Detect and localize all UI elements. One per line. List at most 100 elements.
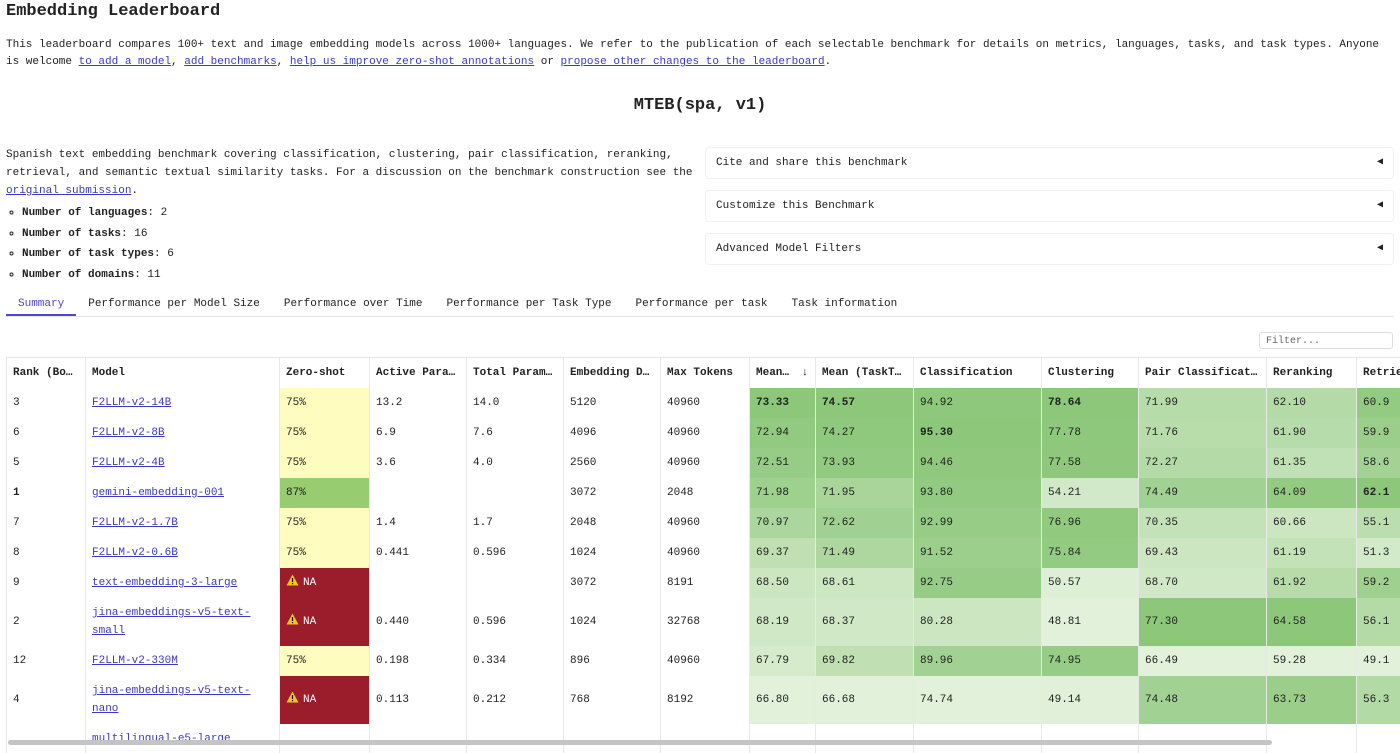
table-cell: 50.57 [1042, 568, 1139, 598]
tab[interactable]: Performance per task [624, 294, 780, 316]
table-cell: 93.80 [914, 478, 1042, 508]
column-header[interactable]: Rank (Borda) [7, 358, 86, 388]
table-cell: 71.98 [750, 478, 816, 508]
cell-value: 40960 [667, 457, 700, 469]
cell-value: 75% [286, 427, 306, 439]
table-cell: 7.6 [467, 418, 564, 448]
table-cell: 75% [280, 448, 370, 478]
table-cell: 49.14 [1042, 676, 1139, 724]
cell-value: 62.1 [1363, 487, 1389, 499]
column-header[interactable]: Zero-shot [280, 358, 370, 388]
cell-value: 4.0 [473, 457, 493, 469]
cell-value: 68.37 [822, 616, 855, 628]
cell-value: 94.92 [920, 397, 953, 409]
accordion[interactable]: Advanced Model Filters◀ [706, 234, 1393, 264]
column-header[interactable]: Total Parameters [467, 358, 564, 388]
accordion[interactable]: Cite and share this benchmark◀ [706, 148, 1393, 178]
table-cell: 61.19 [1267, 538, 1357, 568]
table-cell: 95.30 [914, 418, 1042, 448]
cell-value: 67.79 [756, 655, 789, 667]
cell-value: 68.50 [756, 577, 789, 589]
model-link[interactable]: F2LLM-v2-1.7B [92, 517, 178, 529]
column-header-text: Embedding Dimensions [570, 364, 654, 382]
link[interactable]: help us improve zero-shot annotations [290, 56, 534, 68]
cell-value: 71.49 [822, 547, 855, 559]
bold-value: 62.1 [1363, 487, 1389, 499]
column-header-text: Mean (Task) [756, 364, 795, 382]
table-cell: 67.79 [750, 646, 816, 676]
link[interactable]: original submission [6, 185, 131, 197]
cell-value: 5120 [570, 397, 596, 409]
column-header[interactable]: Retrieval [1357, 358, 1400, 388]
cell-value: 70.35 [1145, 517, 1178, 529]
model-link[interactable]: F2LLM-v2-4B [92, 457, 165, 469]
column-header[interactable]: Max Tokens [661, 358, 750, 388]
cell-value: 2048 [667, 487, 693, 499]
accordion-arrow: ◀ [1377, 234, 1383, 264]
filter-input[interactable]: Filter... [1259, 332, 1393, 349]
scrollbar[interactable] [8, 740, 1272, 745]
cell-value: 4096 [570, 427, 596, 439]
column-header[interactable]: Classification [914, 358, 1042, 388]
link[interactable]: to add a model [79, 56, 171, 68]
table-cell [467, 724, 564, 753]
table-cell [1139, 724, 1267, 753]
cell-value: 2 [13, 616, 20, 628]
model-link[interactable]: jina-embeddings-v5-text-nano [92, 685, 250, 715]
model-link[interactable]: jina-embeddings-v5-text-small [92, 607, 250, 637]
link[interactable]: add benchmarks [184, 56, 276, 68]
cell-value: 66.68 [822, 694, 855, 706]
cell-value: 61.19 [1273, 547, 1306, 559]
table-cell: 62.10 [1267, 388, 1357, 418]
column-header-text: Max Tokens [667, 364, 733, 382]
cell-value: 60.9 [1363, 397, 1389, 409]
column-header[interactable]: Pair Classification [1139, 358, 1267, 388]
model-link[interactable]: F2LLM-v2-0.6B [92, 547, 178, 559]
table-cell [280, 724, 370, 753]
model-link[interactable]: gemini-embedding-001 [92, 487, 224, 499]
link[interactable]: propose other changes to the leaderboard [561, 56, 825, 68]
cell-value: 70.97 [756, 517, 789, 529]
table-cell: 40960 [661, 418, 750, 448]
table-cell: 0.441 [370, 538, 467, 568]
bold-value: 78.64 [1048, 397, 1081, 409]
cell-value: 40960 [667, 517, 700, 529]
table-cell: 3072 [564, 568, 661, 598]
model-link[interactable]: F2LLM-v2-14B [92, 397, 171, 409]
table-cell: 73.93 [816, 448, 914, 478]
table-cell: 61.35 [1267, 448, 1357, 478]
cell-value: 64.09 [1273, 487, 1306, 499]
tab[interactable]: Performance over Time [272, 294, 435, 316]
table-cell: 74.49 [1139, 478, 1267, 508]
column-header[interactable]: Mean (Task) ↓ [750, 358, 816, 388]
tab[interactable]: Task information [780, 294, 910, 316]
cell-value: 7.6 [473, 427, 493, 439]
cell-value: 60.66 [1273, 517, 1306, 529]
accordion-label: Customize this Benchmark [716, 200, 874, 212]
cell-value: 0.113 [376, 694, 409, 706]
table-cell [1267, 724, 1357, 753]
table-cell: 61.90 [1267, 418, 1357, 448]
column-header[interactable]: Active Parameters [370, 358, 467, 388]
table-cell: 0.596 [467, 538, 564, 568]
tab[interactable]: Performance per Task Type [434, 294, 623, 316]
accordion[interactable]: Customize this Benchmark◀ [706, 191, 1393, 221]
column-header[interactable]: Model [86, 358, 280, 388]
table-cell [370, 724, 467, 753]
filter-placeholder: Filter... [1266, 336, 1320, 347]
cell-value: 68.70 [1145, 577, 1178, 589]
accordion-label: Cite and share this benchmark [716, 157, 907, 169]
model-link[interactable]: F2LLM-v2-330M [92, 655, 178, 667]
column-header[interactable]: Reranking [1267, 358, 1357, 388]
cell-value: 69.82 [822, 655, 855, 667]
tab[interactable]: Performance per Model Size [76, 294, 272, 316]
column-header[interactable]: Clustering [1042, 358, 1139, 388]
model-link[interactable]: text-embedding-3-large [92, 577, 237, 589]
column-header[interactable]: Embedding Dimensions [564, 358, 661, 388]
bold-value: 74.57 [822, 397, 855, 409]
model-link[interactable]: F2LLM-v2-8B [92, 427, 165, 439]
tab[interactable]: Summary [6, 294, 76, 316]
